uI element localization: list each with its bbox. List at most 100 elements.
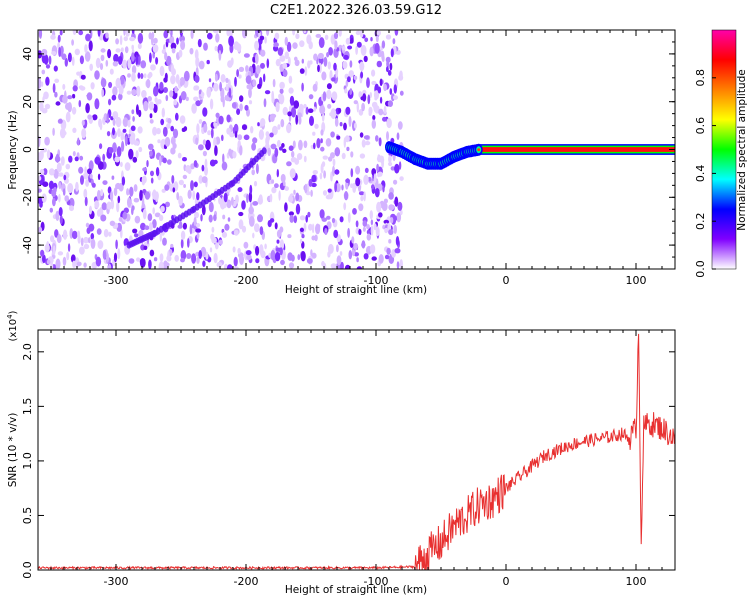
noise-blob [118, 55, 123, 65]
noise-blob [158, 261, 164, 269]
noise-blob [353, 242, 359, 250]
x-tick-label: -200 [234, 274, 259, 287]
noise-blob [376, 201, 382, 213]
noise-blob [260, 118, 266, 127]
diagonal-feature [126, 147, 267, 249]
noise-blob [122, 59, 128, 69]
noise-blob [370, 37, 373, 42]
noise-blob [356, 102, 359, 113]
noise-blob [52, 197, 56, 207]
noise-blob [300, 251, 306, 262]
noise-blob [368, 106, 373, 115]
noise-blob [333, 62, 337, 71]
noise-blob [233, 229, 239, 236]
noise-blob [193, 96, 199, 102]
noise-blob [66, 251, 70, 261]
noise-blob [254, 40, 260, 51]
noise-blob [136, 257, 141, 262]
noise-blob [106, 201, 112, 210]
noise-blob [279, 88, 284, 94]
noise-blob [193, 85, 197, 91]
noise-blob [308, 223, 313, 231]
noise-blob [118, 93, 123, 101]
noise-blob [201, 164, 205, 172]
noise-blob [303, 140, 308, 149]
noise-blob [282, 62, 288, 69]
noise-blob [371, 69, 376, 77]
noise-blob [396, 132, 400, 140]
noise-blob [72, 93, 76, 99]
noise-blob [131, 72, 136, 82]
noise-blob [151, 148, 155, 159]
noise-blob [238, 211, 244, 217]
noise-blob [303, 30, 307, 34]
noise-blob [253, 180, 258, 187]
noise-blob [195, 228, 202, 233]
y-tick-label: 2.0 [21, 343, 34, 361]
noise-blob [396, 261, 400, 269]
noise-blob [284, 36, 288, 46]
noise-blob [193, 160, 198, 168]
noise-blob [398, 161, 402, 170]
noise-blob [360, 61, 364, 71]
noise-blob [390, 217, 394, 224]
noise-blob [324, 228, 328, 235]
noise-blob [100, 189, 104, 197]
noise-blob [350, 168, 354, 178]
noise-blob [376, 30, 381, 36]
noise-blob [128, 129, 132, 135]
noise-blob [193, 216, 197, 227]
noise-blob [366, 233, 371, 241]
noise-blob [72, 85, 78, 92]
noise-blob [330, 131, 335, 138]
noise-blob [107, 263, 112, 269]
y-tick-label: 0.0 [21, 561, 34, 579]
noise-blob [41, 108, 48, 114]
noise-blob [382, 185, 385, 193]
noise-blob [276, 239, 280, 244]
noise-blob [166, 55, 172, 66]
noise-blob [169, 35, 175, 44]
noise-blob [165, 201, 170, 208]
noise-blob [180, 40, 186, 51]
noise-blob [213, 122, 218, 129]
noise-blob [100, 54, 105, 62]
noise-blob [152, 44, 159, 53]
colorbar-tick-label: 0.4 [694, 165, 707, 183]
noise-blob [224, 223, 230, 231]
noise-blob [313, 106, 316, 112]
noise-blob [233, 41, 240, 50]
noise-blob [182, 222, 187, 230]
noise-blob [344, 191, 349, 201]
noise-blob [334, 147, 341, 157]
noise-blob [377, 171, 383, 177]
noise-blob [263, 98, 267, 108]
noise-blob [214, 242, 219, 250]
noise-blob [304, 183, 308, 194]
y-axis-label-1: Frequency (Hz) [7, 110, 19, 189]
noise-blob [112, 61, 119, 67]
noise-blob [381, 159, 384, 169]
noise-blob [54, 229, 59, 238]
noise-blob [163, 87, 168, 93]
noise-blob [376, 163, 379, 173]
noise-blob [58, 207, 63, 217]
noise-blob [111, 175, 115, 180]
noise-blob [201, 176, 208, 184]
noise-blob [180, 230, 186, 240]
noise-blob [137, 43, 142, 50]
noise-blob [381, 50, 385, 61]
noise-blob [377, 154, 381, 163]
noise-blob [157, 139, 161, 144]
noise-blob [117, 195, 121, 204]
noise-blob [54, 91, 58, 98]
noise-blob [312, 170, 318, 175]
noise-blob [345, 106, 351, 115]
noise-blob [133, 197, 140, 203]
noise-blob [169, 90, 174, 98]
noise-blob [194, 74, 200, 83]
noise-blob [162, 126, 168, 137]
noise-blob [159, 232, 162, 242]
noise-blob [222, 214, 226, 220]
